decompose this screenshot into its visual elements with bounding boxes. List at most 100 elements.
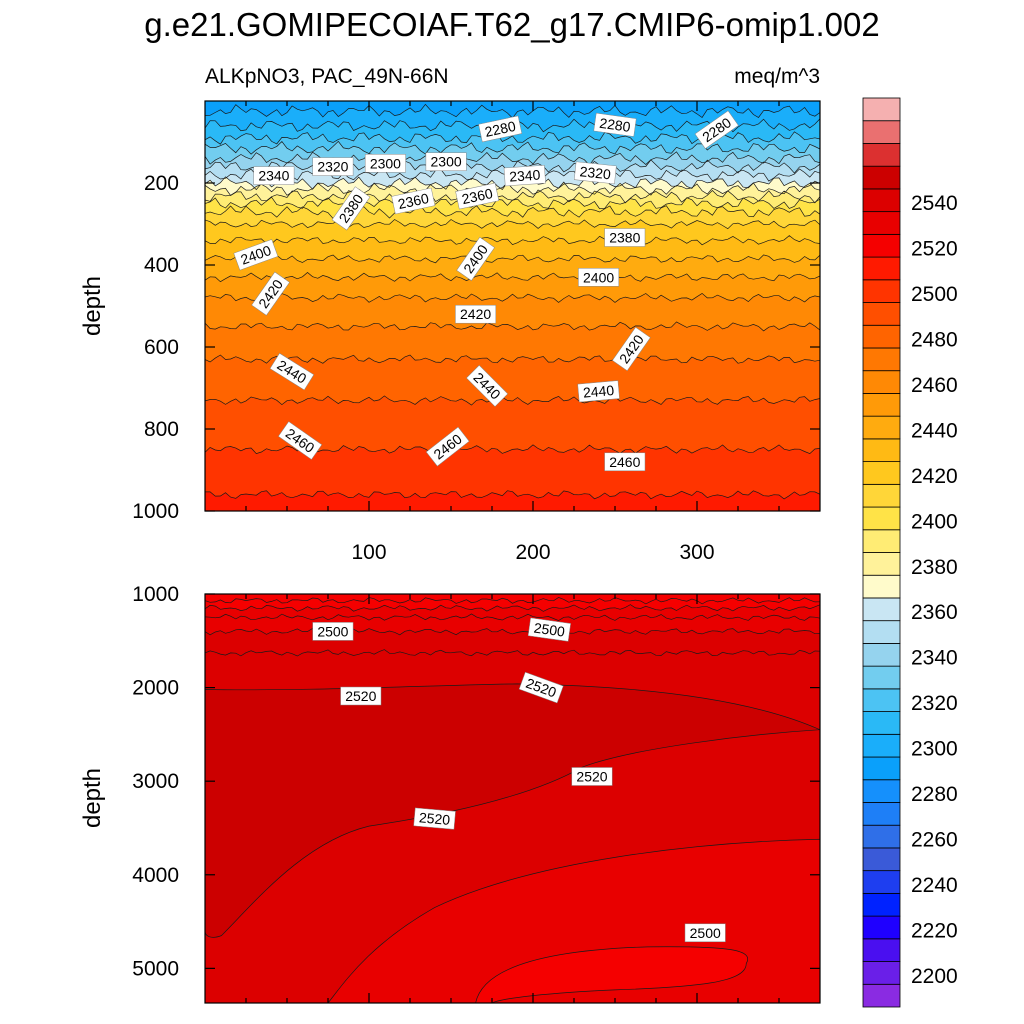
bottom-ytick-label: 2000 — [132, 677, 179, 700]
colorbar-tick-label: 2480 — [911, 329, 958, 352]
bottom-panel-frame — [204, 593, 821, 1004]
bottom-panel-contour-lines — [205, 597, 820, 657]
colorbar-swatch — [862, 483, 901, 508]
colorbar-swatch — [862, 574, 901, 599]
bottom-contour-label-bg — [518, 671, 564, 704]
top-contour-label-bg — [503, 164, 546, 187]
colorbar-swatch — [862, 211, 901, 235]
bottom-contour-label-text: 2500 — [317, 623, 348, 639]
colorbar-tick-label: 2380 — [911, 556, 958, 579]
top-contour-line — [205, 219, 820, 230]
top-contour-label-bg — [604, 452, 646, 472]
colorbar-swatch — [862, 279, 901, 303]
top-contour-line — [205, 354, 820, 364]
top-contour-line — [205, 395, 820, 406]
top-contour-label-bg — [455, 304, 497, 324]
bottom-contour-line — [205, 597, 820, 605]
colorbar-swatch — [862, 165, 901, 190]
bottom-contour-label: 2500 — [527, 617, 571, 642]
top-contour-label-text: 2320 — [579, 163, 612, 182]
top-contour-label-bg — [455, 182, 500, 210]
top-contour-label: 2320 — [312, 157, 354, 176]
bottom-contour-line — [205, 627, 820, 636]
colorbar-swatch — [862, 733, 901, 758]
colorbar-tick-label: 2360 — [911, 601, 958, 624]
colorbar-swatch — [862, 529, 901, 553]
top-contour-label: 2340 — [253, 166, 295, 185]
top-contour-label-bg — [364, 154, 406, 173]
bottom-contour-line — [205, 613, 820, 621]
top-fill-band — [205, 490, 820, 511]
top-contour-label: 2440 — [577, 380, 620, 403]
top-xtick-label: 200 — [515, 541, 550, 564]
top-xtick-label: 300 — [679, 541, 714, 564]
top-contour-label-bg — [391, 187, 436, 215]
top-contour-line — [205, 254, 820, 264]
bottom-fill-blob — [475, 946, 748, 1003]
colorbar-swatch — [862, 892, 901, 917]
bottom-contour-label: 2520 — [571, 767, 613, 786]
top-contour-label-text: 2400 — [583, 269, 614, 285]
top-contour-label-text: 2380 — [609, 230, 640, 246]
top-contour-label-bg — [466, 364, 509, 407]
top-contour-label: 2380 — [604, 228, 646, 247]
bottom-contour-label: 2500 — [684, 923, 726, 943]
top-contour-label: 2400 — [578, 268, 620, 287]
bottom-contour-label-text: 2520 — [345, 688, 376, 704]
top-contour-label-text: 2360 — [396, 190, 430, 212]
top-contour-line — [205, 181, 820, 197]
bottom-fill-upper-band — [205, 594, 820, 604]
top-ytick-label: 1000 — [132, 500, 179, 523]
chart-subtitle-left: ALKpNO3, PAC_49N-66N — [205, 65, 449, 88]
colorbar-swatch — [862, 393, 901, 417]
top-contour-label-bg — [694, 110, 739, 150]
colorbar-tick-label: 2320 — [911, 692, 958, 715]
bottom-panel-ylabel: depth — [79, 768, 106, 828]
colorbar-tick-label: 2280 — [911, 783, 958, 806]
colorbar-swatch — [862, 97, 901, 122]
top-contour-label-bg — [253, 166, 295, 185]
top-contour-label: 2300 — [425, 152, 467, 171]
top-contour-label: 2280 — [593, 112, 637, 137]
top-contour-label-bg — [578, 268, 620, 287]
colorbar-swatch — [862, 438, 901, 463]
bottom-contour-label-text: 2500 — [690, 925, 721, 941]
top-ytick-label: 600 — [144, 336, 179, 359]
colorbar-tick-label: 2500 — [911, 283, 958, 306]
top-ytick-label: 400 — [144, 254, 179, 277]
top-contour-line — [205, 272, 820, 283]
top-contour-label-text: 2340 — [258, 168, 289, 184]
top-contour-label: 2360 — [391, 187, 436, 215]
colorbar-tick-label: 2200 — [911, 965, 958, 988]
colorbar-swatch — [862, 302, 901, 326]
top-contour-label: 2280 — [478, 115, 523, 143]
top-contour-label: 2300 — [364, 154, 406, 173]
top-contour-label-bg — [312, 157, 354, 176]
top-contour-line — [205, 321, 820, 332]
bottom-contour-label-bg — [340, 686, 382, 706]
colorbar-swatch — [862, 688, 901, 712]
top-panel-axes: 200 400 600 800 1000 100 200 300 — [132, 101, 820, 564]
colorbar-tick-label: 2440 — [911, 419, 958, 442]
bottom-ytick-label: 1000 — [132, 583, 179, 606]
colorbar-swatch — [862, 870, 901, 894]
top-contour-label-text: 2420 — [460, 306, 491, 322]
colorbar-swatch — [862, 256, 901, 281]
colorbar-swatch — [862, 188, 901, 213]
top-contour-label-bg — [233, 239, 279, 271]
colorbar-tick-label: 2520 — [911, 238, 958, 261]
colorbar-swatch — [862, 961, 901, 985]
colorbar-swatch — [862, 415, 901, 440]
top-contour-label-text: 2440 — [582, 382, 615, 401]
colorbar-tick-label: 2420 — [911, 465, 958, 488]
bottom-ytick-label: 5000 — [132, 957, 179, 980]
colorbar-swatch — [862, 779, 901, 803]
top-contour-label-bg — [593, 112, 637, 137]
top-contour-label-text: 2460 — [609, 454, 640, 470]
bottom-contour-line — [205, 649, 820, 657]
colorbar-swatch — [862, 347, 901, 372]
chart-subtitle-right: meq/m^3 — [734, 65, 820, 88]
top-ytick-label: 200 — [144, 172, 179, 195]
